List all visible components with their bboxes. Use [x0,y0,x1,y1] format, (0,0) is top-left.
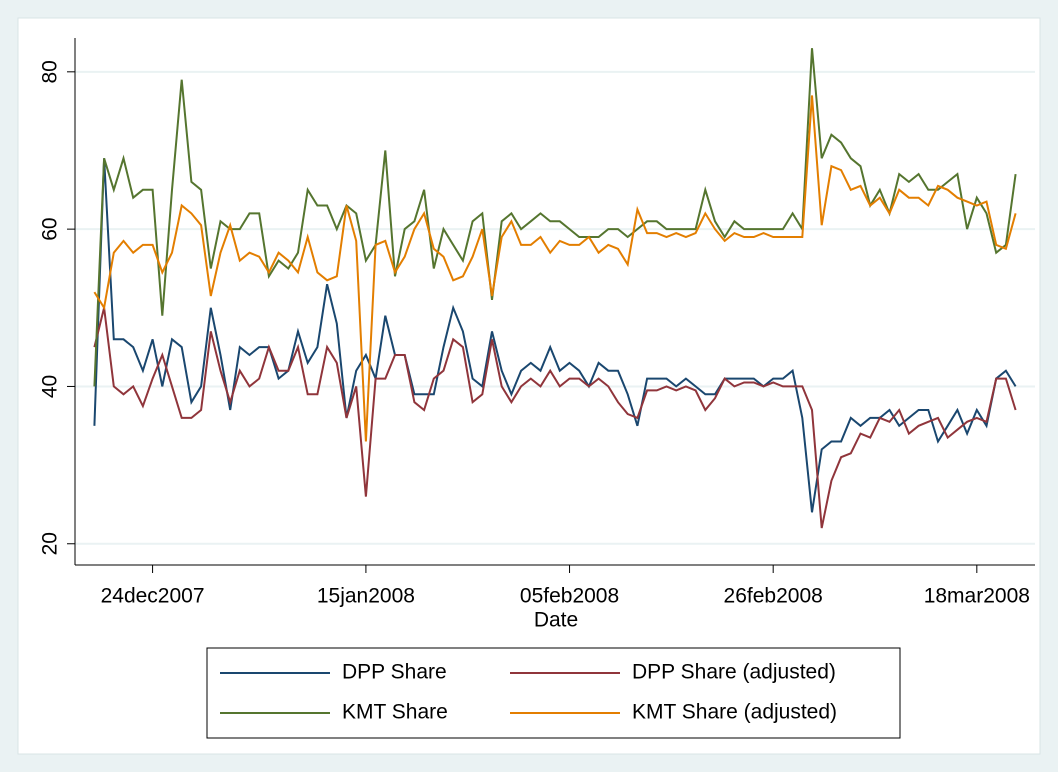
x-tick-label: 24dec2007 [101,585,205,608]
x-tick-label: 18mar2008 [924,585,1030,608]
y-tick-label: 20 [39,532,62,555]
x-tick-label: 05feb2008 [520,585,619,608]
series-line [93,158,1017,513]
legend-label: DPP Share [342,661,447,684]
y-tick-label: 60 [39,217,62,240]
legend-label: KMT Share [342,701,448,724]
series-line [93,307,1017,529]
y-tick-label: 40 [39,375,62,398]
y-tick-label: 80 [39,60,62,83]
series-line [93,95,1017,442]
x-axis-title: Date [534,609,578,632]
legend-box [206,647,901,739]
x-tick-label: 15jan2008 [317,585,415,608]
legend-label: DPP Share (adjusted) [632,661,836,684]
series-line [93,48,1017,387]
x-tick-label: 26feb2008 [724,585,823,608]
legend-label: KMT Share (adjusted) [632,701,837,724]
